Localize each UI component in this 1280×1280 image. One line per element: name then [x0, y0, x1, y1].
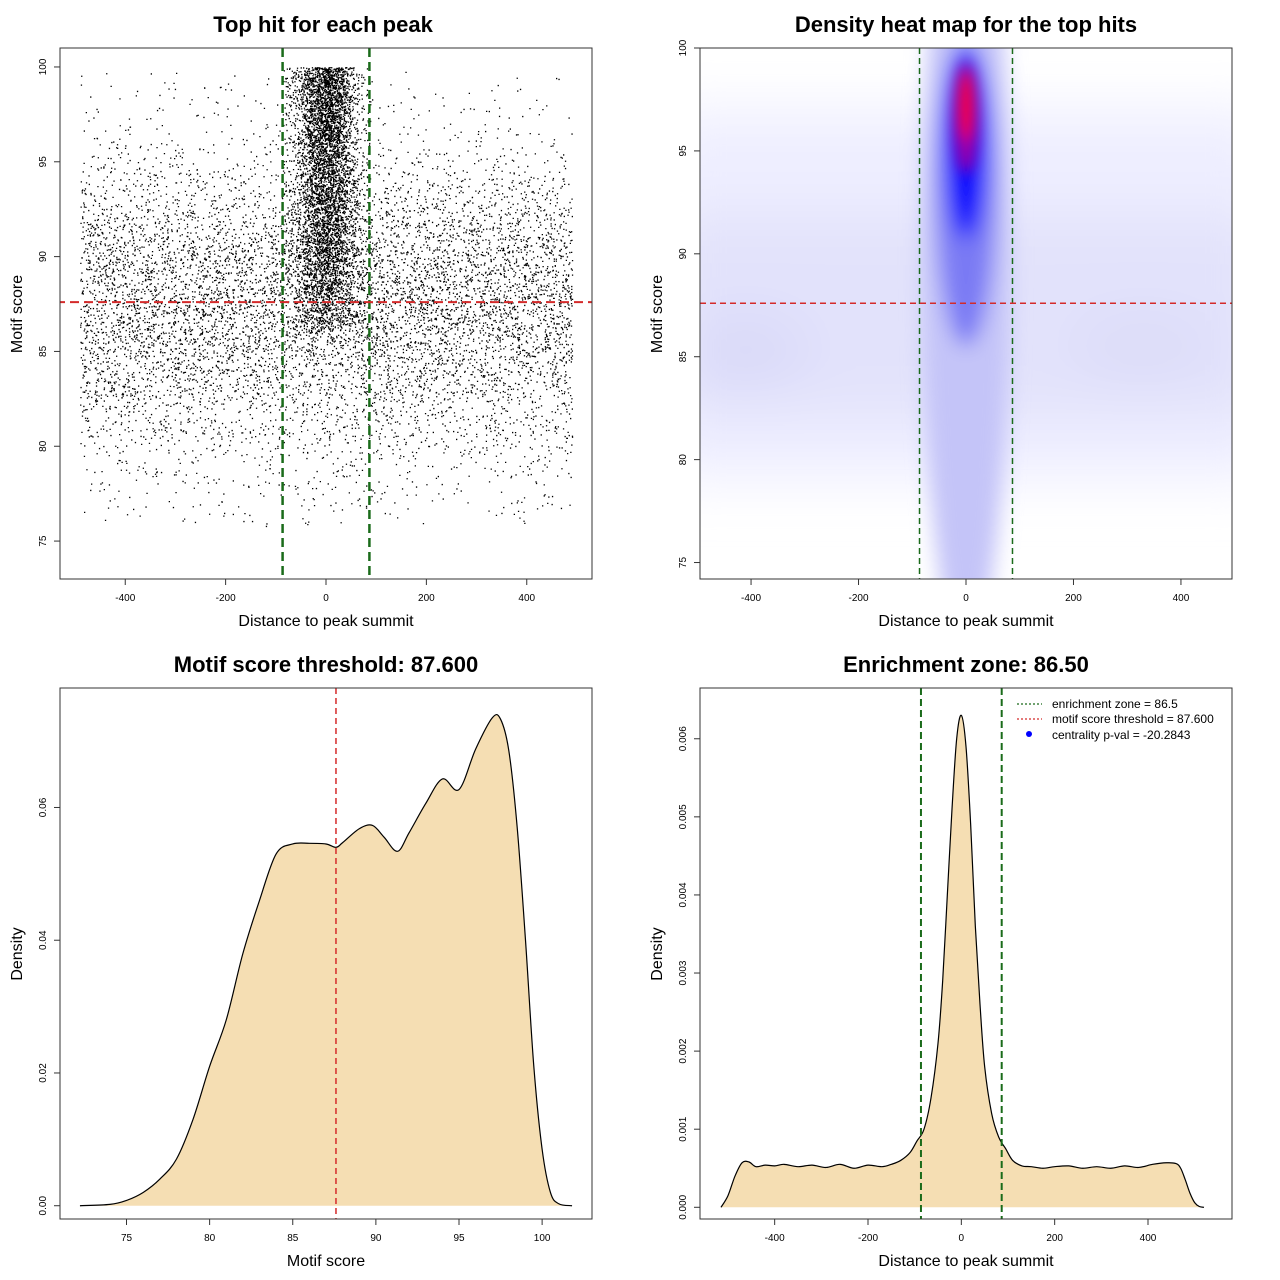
scatter-y-tick-label: 100	[38, 58, 49, 75]
legend-pval-label: centrality p-val = -20.2843	[1052, 728, 1191, 742]
distance-density-curve	[720, 714, 1205, 1208]
legend-enrichment-zone-label: enrichment zone = 86.5	[1052, 697, 1178, 711]
scatter-x-tick-label: 0	[323, 593, 329, 604]
heatmap-density	[700, 48, 1232, 579]
distance-density-y-label: Density	[649, 927, 666, 980]
distance-density-y-tick-label: 0.001	[678, 1116, 689, 1141]
heatmap-y-tick-label: 85	[678, 351, 689, 363]
distance-density-plot	[720, 688, 1205, 1219]
heatmap-y-tick-label: 100	[678, 39, 689, 56]
scatter-y-tick-label: 85	[38, 345, 49, 357]
heatmap-x-tick-label: 200	[1065, 593, 1082, 604]
distance-density-x-tick-label: 0	[959, 1233, 965, 1244]
score-density-x-label: Motif score	[287, 1253, 365, 1270]
heatmap-x-tick-label: 0	[963, 593, 969, 604]
score-density-y-tick-label: 0.00	[38, 1196, 49, 1216]
scatter-x-ticks: -400 -200 0 200 400	[115, 579, 536, 604]
heatmap-y-tick-label: 75	[678, 557, 689, 569]
score-density-x-tick-label: 80	[204, 1233, 216, 1244]
score-density-y-tick-label: 0.06	[38, 797, 49, 817]
heatmap-x-tick-label: -200	[849, 593, 869, 604]
heatmap-x-tick-label: -400	[741, 593, 761, 604]
distance-density-area-fill	[721, 715, 1204, 1208]
heatmap-x-label: Distance to peak summit	[878, 613, 1054, 630]
scatter-y-ticks: 75 80 85 90 95 100	[38, 58, 60, 547]
distance-density-y-tick-label: 0.000	[678, 1194, 689, 1219]
scatter-reference-lines	[60, 48, 592, 579]
heatmap-panel: Density heat map for the top hits -400 -2…	[649, 12, 1233, 630]
distance-density-y-tick-label: 0.005	[678, 804, 689, 829]
scatter-y-tick-label: 80	[38, 440, 49, 452]
score-density-curve	[79, 713, 573, 1207]
distance-density-y-tick-label: 0.004	[678, 882, 689, 907]
scatter-y-label: Motif score	[9, 275, 26, 353]
distance-density-y-tick-label: 0.002	[678, 1038, 689, 1063]
distance-density-panel: Enrichment zone: 86.50 -400 -200 0 200 400 0…	[649, 652, 1233, 1270]
score-density-y-ticks: 0.00 0.02 0.04 0.06	[38, 797, 60, 1215]
distance-density-x-tick-label: -200	[858, 1233, 878, 1244]
score-density-y-tick-label: 0.04	[38, 930, 49, 950]
heatmap-hotspot-core	[959, 70, 973, 141]
distance-density-x-label: Distance to peak summit	[878, 1253, 1054, 1270]
scatter-y-tick-label: 95	[38, 156, 49, 168]
scatter-y-tick-label: 75	[38, 535, 49, 547]
scatter-x-tick-label: 200	[418, 593, 435, 604]
score-density-x-tick-label: 85	[287, 1233, 299, 1244]
distance-density-y-tick-label: 0.006	[678, 726, 689, 751]
scatter-y-tick-label: 90	[38, 251, 49, 263]
distance-density-x-ticks: -400 -200 0 200 400	[765, 1219, 1157, 1244]
legend: enrichment zone = 86.5 motif score thres…	[1017, 697, 1214, 742]
heatmap-reference-lines	[700, 48, 1232, 579]
heatmap-y-tick-label: 95	[678, 145, 689, 157]
heatmap-x-ticks: -400 -200 0 200 400	[741, 579, 1190, 604]
heatmap-x-tick-label: 400	[1173, 593, 1190, 604]
heatmap-y-tick-label: 90	[678, 248, 689, 260]
score-density-x-tick-label: 90	[370, 1233, 382, 1244]
heatmap-y-label: Motif score	[649, 275, 666, 353]
score-density-x-tick-label: 100	[534, 1233, 551, 1244]
score-density-x-tick-label: 75	[121, 1233, 133, 1244]
distance-density-title: Enrichment zone: 86.50	[843, 652, 1089, 677]
score-density-x-ticks: 75 80 85 90 95 100	[121, 1219, 551, 1244]
scatter-title: Top hit for each peak	[213, 12, 433, 37]
scatter-point-cloud	[80, 67, 574, 528]
scatter-x-tick-label: -200	[216, 593, 236, 604]
score-density-area-fill	[79, 714, 573, 1206]
distance-density-x-tick-label: 200	[1046, 1233, 1063, 1244]
scatter-points	[80, 67, 574, 528]
scatter-panel: Top hit for each peak -400 -200 0 200 400 75…	[9, 12, 593, 630]
scatter-x-tick-label: 400	[518, 593, 535, 604]
score-density-title: Motif score threshold: 87.600	[174, 652, 478, 677]
score-density-panel: Motif score threshold: 87.600 75 80 85 90 95…	[9, 652, 593, 1270]
legend-threshold-label: motif score threshold = 87.600	[1052, 712, 1214, 726]
heatmap-blob-left	[700, 320, 806, 381]
heatmap-hotspot	[954, 62, 978, 174]
legend-pval-point-icon	[1026, 731, 1032, 737]
distance-density-x-tick-label: 400	[1140, 1233, 1157, 1244]
score-density-x-tick-label: 95	[453, 1233, 465, 1244]
heatmap-blob-right	[1073, 316, 1214, 377]
scatter-x-tick-label: -400	[115, 593, 135, 604]
heatmap-title: Density heat map for the top hits	[795, 12, 1137, 37]
score-density-y-label: Density	[9, 927, 26, 980]
scatter-x-label: Distance to peak summit	[238, 613, 414, 630]
distance-density-y-ticks: 0.000 0.001 0.002 0.003 0.004 0.005 0.006	[678, 726, 700, 1220]
score-density-plot	[79, 688, 573, 1219]
distance-density-y-tick-label: 0.003	[678, 960, 689, 985]
distance-density-plot-frame	[699, 687, 1233, 1220]
heatmap-y-ticks: 75 80 85 90 95 100	[678, 39, 700, 568]
score-density-plot-frame	[59, 687, 593, 1220]
score-density-y-tick-label: 0.02	[38, 1063, 49, 1083]
heatmap-y-tick-label: 80	[678, 454, 689, 466]
distance-density-x-tick-label: -400	[765, 1233, 785, 1244]
